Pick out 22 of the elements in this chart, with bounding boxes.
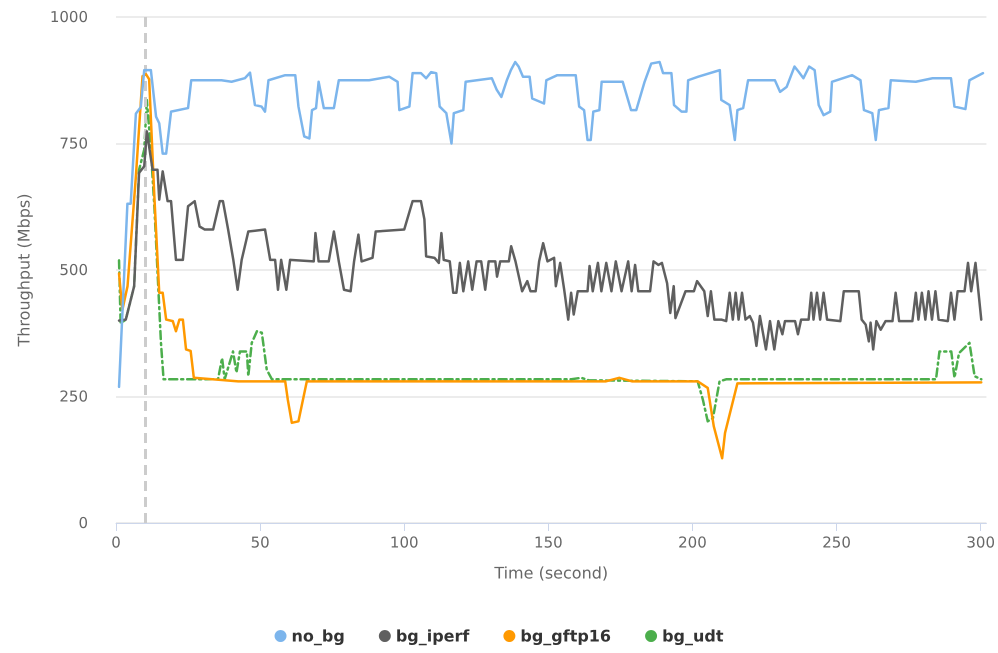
x-tick-label: 50 [250,534,270,552]
legend-label: bg_udt [662,626,724,646]
x-tick-label: 250 [822,534,851,552]
legend-label: no_bg [292,626,345,646]
y-tick-label: 1000 [50,8,88,26]
x-tick-label: 200 [678,534,707,552]
legend-label: bg_gftp16 [520,626,612,646]
x-tick-label: 150 [534,534,563,552]
y-tick-label: 500 [59,261,88,279]
x-axis-title: Time (second) [493,564,608,582]
x-tick-label: 300 [966,534,996,552]
y-tick-label: 250 [59,388,88,406]
line-series [118,60,984,388]
legend-label: bg_iperf [396,626,470,646]
x-tick-label: 100 [390,534,419,552]
x-tick-label: 0 [111,534,121,552]
y-tick-label: 750 [59,134,88,152]
line-series [118,98,983,423]
y-tick-label: 0 [78,514,88,532]
y-axis-title: Throughput (Mbps) [14,194,34,348]
line-series [118,130,983,351]
line-series [118,72,983,460]
